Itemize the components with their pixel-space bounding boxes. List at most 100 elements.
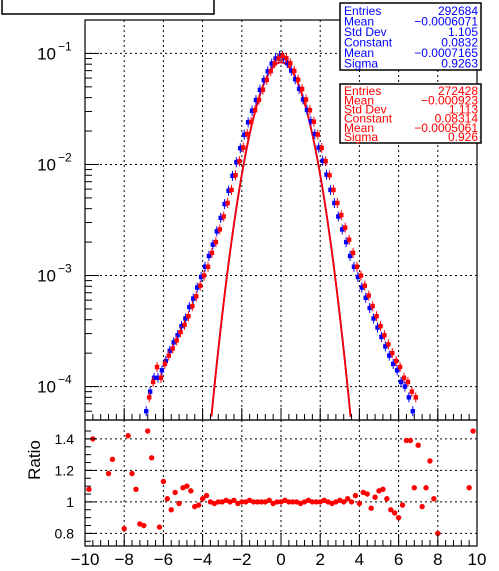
- ratio-point: [411, 485, 417, 491]
- ratio-point: [172, 489, 178, 496]
- ratio-point: [423, 485, 429, 491]
- data-point: [256, 97, 262, 103]
- stats-label: Mean: [344, 46, 374, 60]
- data-point: [158, 375, 164, 380]
- data-point: [355, 274, 361, 280]
- ratio-point: [356, 500, 363, 507]
- data-point: [292, 77, 298, 82]
- data-point: [382, 333, 387, 338]
- data-point: [159, 368, 165, 373]
- data-point: [371, 316, 376, 321]
- data-point: [304, 107, 310, 113]
- ratio-point: [313, 499, 319, 505]
- x-tick-label: −8: [115, 550, 134, 569]
- ratio-point: [148, 455, 155, 461]
- data-point: [229, 187, 234, 193]
- ratio-point: [160, 478, 167, 485]
- stats-box: [339, 2, 482, 71]
- data-point: [288, 61, 293, 66]
- ratio-point: [266, 497, 272, 504]
- x-tick-label: 8: [433, 550, 442, 569]
- data-point: [248, 119, 254, 125]
- data-point: [308, 119, 314, 124]
- ratio-point: [286, 499, 292, 505]
- ratio-point: [407, 437, 414, 444]
- data-point: [201, 273, 207, 278]
- data-point: [194, 285, 200, 290]
- x-tick-label: 6: [394, 550, 403, 569]
- y-tick-label-exponent: −2: [58, 150, 72, 164]
- data-point: [260, 87, 266, 92]
- data-point: [252, 108, 258, 113]
- ratio-axis-label: Ratio: [25, 440, 44, 480]
- ratio-y-tick-label: 1.2: [55, 462, 75, 478]
- data-point: [234, 159, 239, 165]
- data-point: [332, 200, 337, 206]
- data-point: [191, 296, 196, 301]
- data-point: [405, 379, 411, 385]
- data-point: [261, 77, 267, 83]
- data-point: [179, 323, 184, 329]
- x-tick-label: −10: [71, 550, 100, 569]
- data-point: [214, 229, 219, 234]
- ratio-point: [419, 503, 425, 510]
- data-point: [209, 250, 215, 256]
- y-tick-label-exponent: −3: [58, 262, 72, 276]
- stats-value: 272428: [438, 84, 478, 98]
- ratio-point: [309, 499, 316, 505]
- y-tick-label-exponent: −1: [58, 39, 72, 53]
- ratio-point: [133, 486, 139, 492]
- ratio-point: [184, 483, 190, 489]
- data-point: [347, 253, 353, 259]
- data-point: [367, 305, 372, 311]
- stats-value: −0.0005061: [414, 121, 478, 135]
- data-point: [245, 131, 250, 137]
- data-point: [324, 172, 329, 177]
- ratio-point: [341, 499, 347, 505]
- data-point: [390, 350, 395, 356]
- ratio-point: [352, 492, 359, 499]
- data-point: [241, 145, 246, 150]
- ratio-point: [145, 428, 151, 434]
- data-point: [323, 159, 328, 164]
- stats-label: Constant: [344, 36, 393, 50]
- ratio-point: [391, 510, 398, 516]
- ratio-point: [188, 488, 194, 494]
- data-point: [307, 108, 313, 113]
- data-point: [398, 379, 404, 385]
- data-point: [315, 132, 320, 137]
- data-point: [331, 187, 336, 193]
- ratio-point: [156, 524, 163, 530]
- ratio-point: [384, 496, 390, 502]
- ratio-point: [129, 470, 135, 477]
- ratio-point: [203, 492, 210, 499]
- stats-label: Entries: [344, 4, 381, 18]
- ratio-point: [125, 433, 131, 439]
- data-point: [272, 61, 277, 66]
- data-point: [171, 340, 176, 345]
- data-point: [277, 53, 282, 59]
- ratio-point: [388, 507, 394, 513]
- data-point: [264, 77, 270, 83]
- data-point: [379, 334, 384, 340]
- data-point: [242, 132, 247, 138]
- data-point: [221, 214, 226, 219]
- stats-label: Mean: [344, 15, 374, 29]
- data-point: [213, 239, 219, 245]
- stats-value: 1.105: [448, 25, 478, 39]
- stats-value: 0.0832: [441, 36, 478, 50]
- ratio-panel-points: [86, 428, 476, 537]
- data-point: [386, 342, 391, 347]
- x-tick-label: 2: [315, 550, 324, 569]
- ratio-point: [466, 485, 472, 491]
- ratio-point: [195, 502, 202, 508]
- data-point: [354, 264, 360, 269]
- data-point: [351, 264, 357, 269]
- data-point: [397, 364, 403, 370]
- stats-value: 0.9263: [441, 57, 478, 71]
- data-point: [409, 389, 415, 394]
- ratio-point: [141, 522, 147, 529]
- ratio-point: [368, 505, 374, 511]
- data-point: [390, 361, 396, 367]
